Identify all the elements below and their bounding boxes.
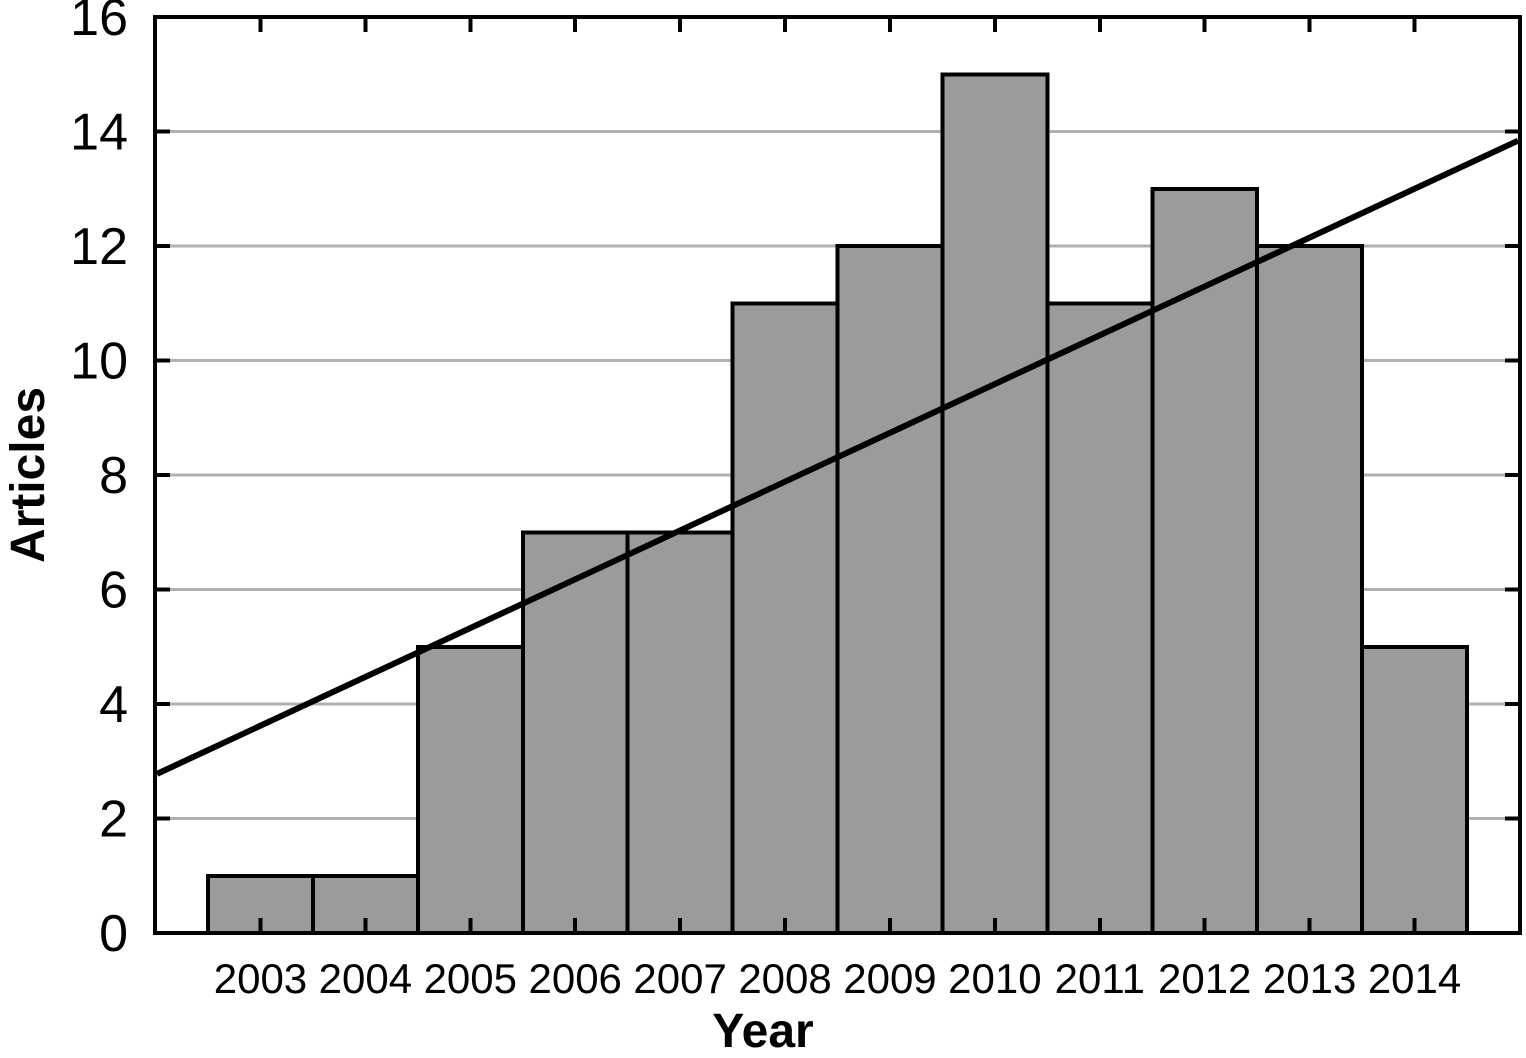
bar-2014 <box>1360 644 1470 935</box>
xtick-label-2009: 2009 <box>843 955 936 1002</box>
xtick-label-2014: 2014 <box>1368 955 1461 1002</box>
ytick-label-0: 0 <box>99 905 128 963</box>
xtick-label-2008: 2008 <box>738 955 831 1002</box>
bar-2010 <box>940 72 1050 935</box>
ytick-label-8: 8 <box>99 447 128 505</box>
xtick-label-2003: 2003 <box>214 955 307 1002</box>
x-axis-title: Year <box>712 1005 813 1058</box>
xtick-label-2012: 2012 <box>1158 955 1251 1002</box>
x-axis-tick-labels: 2003 2004 2005 2006 2007 2008 2009 2010 2011 2012… <box>214 955 1462 1002</box>
bar-2005 <box>415 644 525 935</box>
xtick-label-2013: 2013 <box>1263 955 1356 1002</box>
bar-2006 <box>520 530 630 935</box>
bar-2011 <box>1045 301 1155 935</box>
y-axis-tick-labels: 0 2 4 6 8 10 12 14 16 <box>70 0 128 963</box>
ytick-label-6: 6 <box>99 562 128 620</box>
ytick-label-12: 12 <box>70 218 128 276</box>
xtick-label-2005: 2005 <box>424 955 517 1002</box>
ytick-label-10: 10 <box>70 333 128 391</box>
bar-2013 <box>1255 244 1365 935</box>
ytick-label-2: 2 <box>99 791 128 849</box>
trend-line <box>155 137 1520 777</box>
xtick-label-2010: 2010 <box>948 955 1041 1002</box>
trend-line-layer <box>155 137 1520 777</box>
bar-2007 <box>625 530 735 935</box>
xtick-label-2011: 2011 <box>1055 955 1145 1002</box>
ytick-label-16: 16 <box>70 0 128 47</box>
y-axis-title: Articles <box>2 387 55 563</box>
ytick-label-4: 4 <box>99 676 128 734</box>
xtick-label-2004: 2004 <box>319 955 412 1002</box>
bar-2012 <box>1150 186 1260 935</box>
bar-2009 <box>835 244 945 935</box>
bar-2008 <box>730 301 840 935</box>
axis-ticks <box>155 15 1520 935</box>
xtick-label-2007: 2007 <box>633 955 726 1002</box>
ytick-label-14: 14 <box>70 104 128 162</box>
xtick-label-2006: 2006 <box>528 955 621 1002</box>
